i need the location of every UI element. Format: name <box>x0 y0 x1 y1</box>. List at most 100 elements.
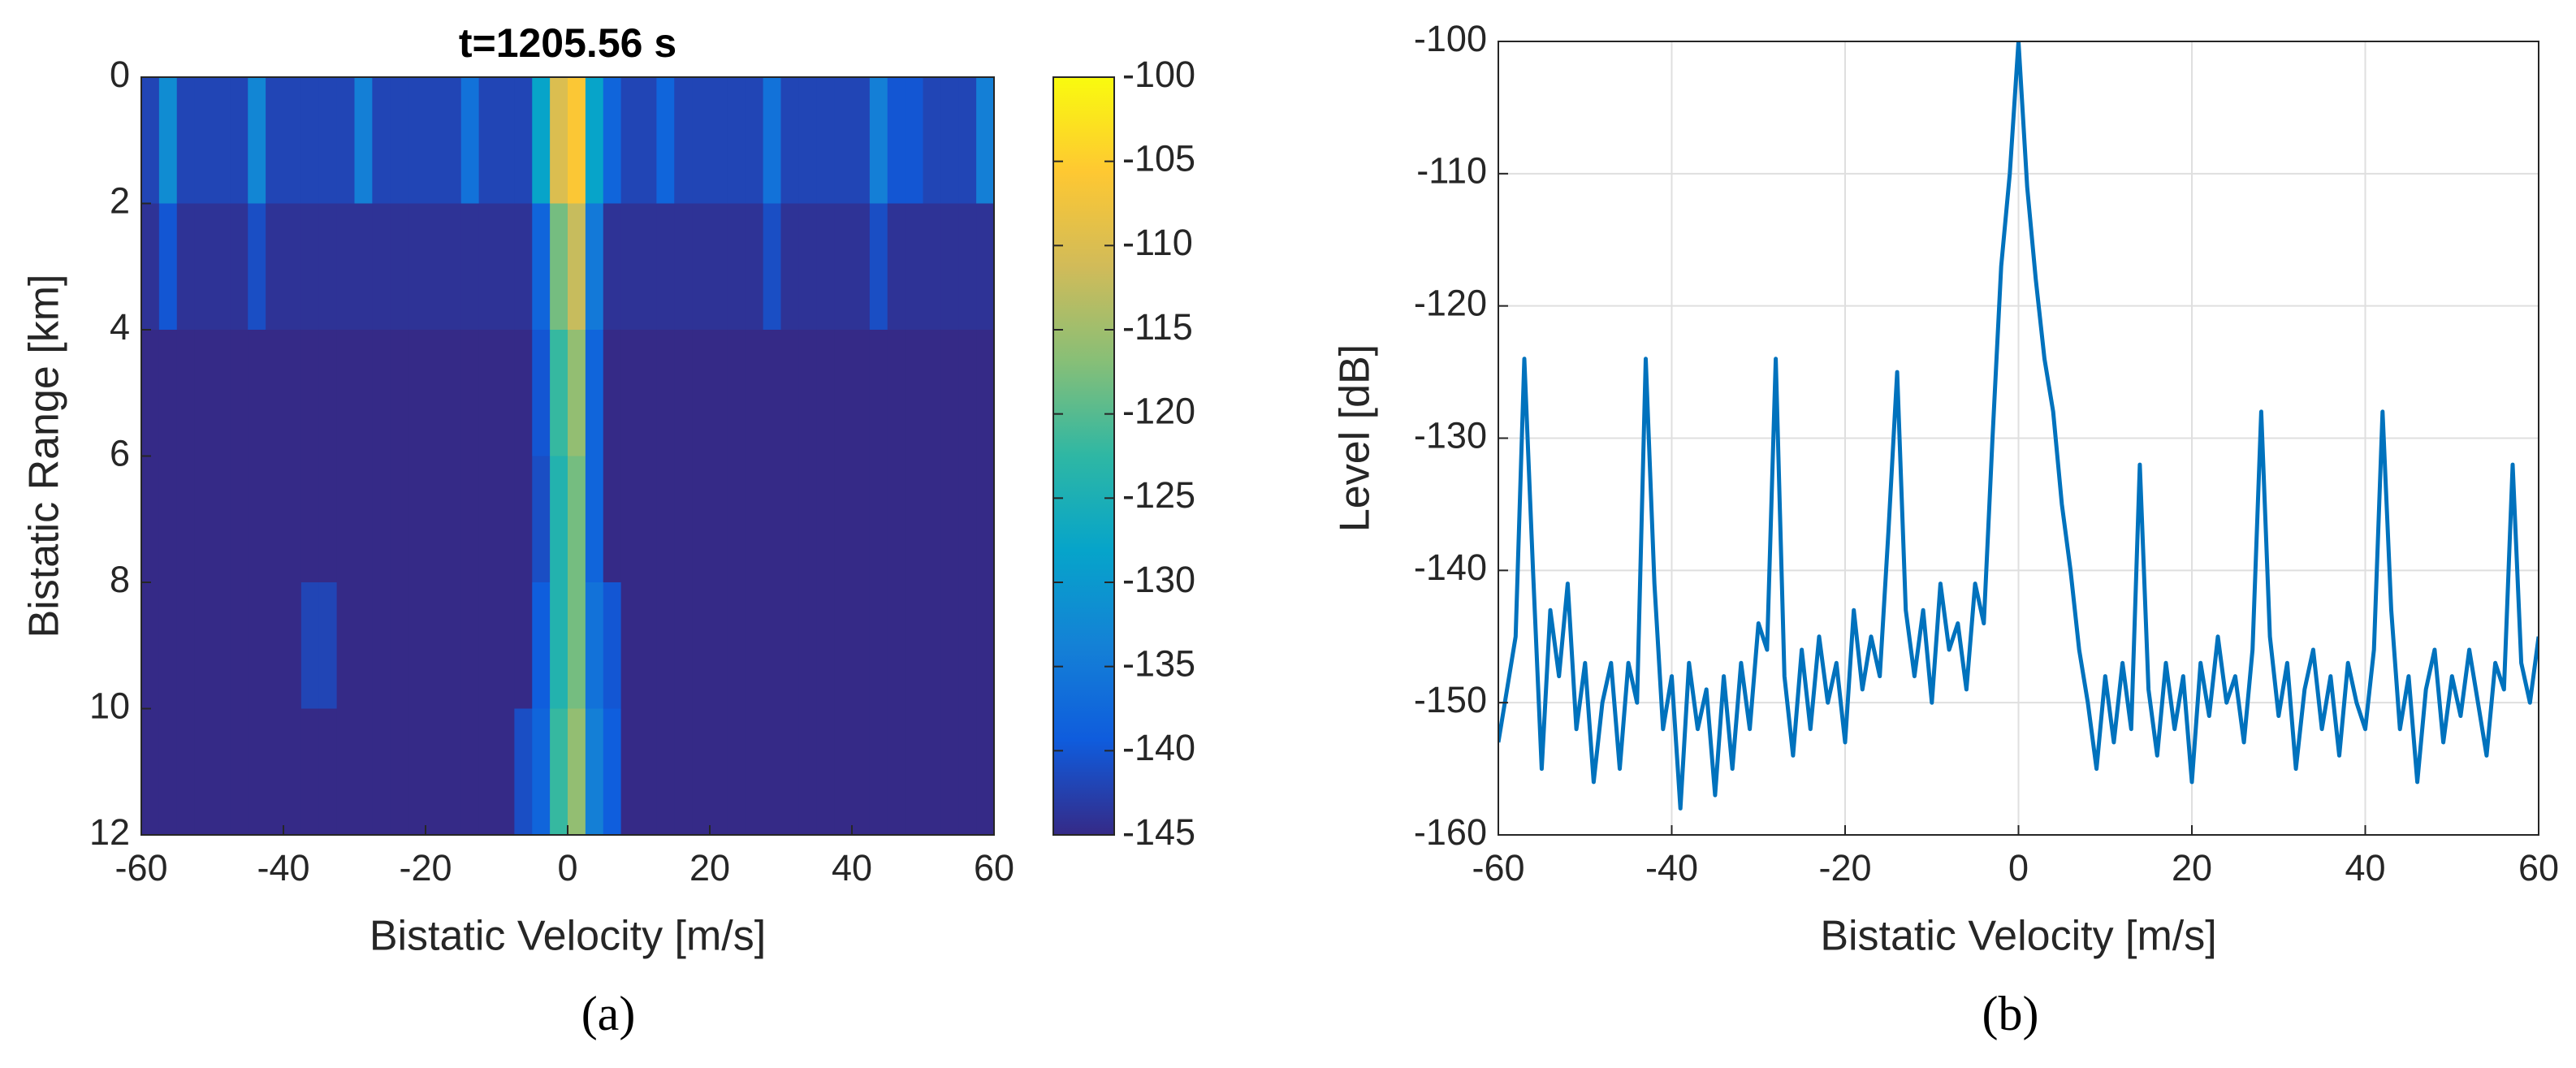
heatmap-cell <box>176 708 196 836</box>
heatmap-cell <box>585 203 604 331</box>
heatmap-cell <box>656 77 675 204</box>
colorbar-tick-label: -110 <box>1122 222 1193 263</box>
heatmap-cell <box>798 203 817 331</box>
heatmap-cell <box>869 330 888 456</box>
line-series <box>1498 41 2539 811</box>
heatmap-cell <box>780 708 799 836</box>
heatmap-cell <box>266 330 284 456</box>
y-tick-label: -130 <box>1414 414 1487 456</box>
heatmap-cell <box>852 77 871 204</box>
heatmap-cell <box>248 708 266 836</box>
y-tick-label: 0 <box>110 54 130 95</box>
heatmap-cell <box>176 456 196 583</box>
y-tick-label: -160 <box>1414 811 1487 853</box>
heatmap-cell <box>603 582 622 709</box>
heatmap-cell <box>692 456 711 583</box>
heatmap-cell <box>834 77 853 204</box>
heatmap-cell <box>158 456 178 583</box>
heatmap-cell <box>869 708 888 836</box>
heatmap-cell <box>958 77 977 204</box>
heatmap-cell <box>283 203 302 331</box>
heatmap-cell <box>780 203 799 331</box>
heatmap-cell <box>816 330 835 456</box>
heatmap-cell <box>266 582 284 709</box>
heatmap-cell <box>300 582 320 709</box>
heatmap-cell <box>585 330 604 456</box>
heatmap-cell <box>887 708 906 836</box>
heatmap-cell <box>354 203 373 331</box>
heatmap-cell <box>390 582 408 709</box>
heatmap-cell <box>958 456 977 583</box>
heatmap-cell <box>283 582 302 709</box>
heatmap-cell <box>372 708 391 836</box>
heatmap-cell <box>354 456 373 583</box>
heatmap-cell <box>336 708 355 836</box>
x-tick-label: 20 <box>2172 847 2212 889</box>
heatmap-cell <box>923 203 941 331</box>
heatmap-cell <box>710 330 728 456</box>
heatmap-cell <box>176 330 196 456</box>
heatmap-cell <box>780 77 799 204</box>
heatmap-cell <box>568 330 586 456</box>
y-tick-label: 10 <box>89 685 130 726</box>
heatmap-cell <box>443 77 462 204</box>
x-tick-label: -60 <box>1472 847 1524 889</box>
heatmap-cell <box>976 203 995 331</box>
heatmap-cell <box>300 77 320 204</box>
heatmap-cell <box>372 330 391 456</box>
heatmap-cell <box>674 203 693 331</box>
heatmap-cell <box>976 708 995 836</box>
heatmap-cell <box>141 456 160 583</box>
heatmap-cell <box>905 77 923 204</box>
heatmap-cell <box>336 77 355 204</box>
heatmap-cell <box>514 708 533 836</box>
x-axis-label: Bistatic Velocity [m/s] <box>370 913 766 960</box>
heatmap-cell <box>390 708 408 836</box>
y-tick-label: -140 <box>1414 547 1487 588</box>
heatmap-cell <box>923 582 941 709</box>
y-axis-label: Bistatic Range [km] <box>21 275 68 638</box>
colorbar-tick-label: -140 <box>1122 727 1195 768</box>
heatmap-cell <box>638 582 657 709</box>
heatmap-cell <box>834 708 853 836</box>
heatmap-cell <box>248 330 266 456</box>
heatmap-cell <box>816 582 835 709</box>
heatmap-cell <box>176 582 196 709</box>
heatmap-cell <box>230 456 249 583</box>
heatmap-cell <box>176 203 196 331</box>
heatmap-cell <box>390 77 408 204</box>
heatmap-cell <box>710 456 728 583</box>
heatmap-cell <box>426 708 444 836</box>
heatmap-cell <box>443 708 462 836</box>
heatmap-cell <box>585 77 604 204</box>
heatmap-cell <box>460 330 480 456</box>
heatmap-cell <box>763 708 781 836</box>
x-tick-label: -40 <box>257 847 309 889</box>
heatmap-cell <box>194 203 213 331</box>
heatmap-cell <box>816 456 835 583</box>
heatmap-cell <box>798 582 817 709</box>
heatmap-cell <box>372 456 391 583</box>
heatmap-cell <box>656 330 675 456</box>
heatmap-cell <box>905 203 923 331</box>
heatmap-cell <box>194 456 213 583</box>
y-tick-label: -110 <box>1416 150 1487 192</box>
heatmap-cell <box>194 330 213 456</box>
heatmap-cell <box>674 330 693 456</box>
heatmap-cell <box>496 203 515 331</box>
heatmap-cell <box>408 203 426 331</box>
heatmap-cell <box>763 77 781 204</box>
y-tick-label: -100 <box>1414 18 1487 59</box>
y-tick-label: -120 <box>1414 283 1487 324</box>
heatmap-cell <box>727 582 746 709</box>
heatmap-cell <box>514 330 533 456</box>
heatmap-cell <box>460 77 480 204</box>
heatmap-cell <box>390 456 408 583</box>
heatmap-cell <box>745 456 764 583</box>
heatmap-cell <box>478 203 497 331</box>
heatmap-cell <box>620 708 639 836</box>
heatmap-cell <box>923 77 941 204</box>
heatmap-cell <box>283 456 302 583</box>
heatmap-cell <box>550 203 568 331</box>
heatmap-cell <box>958 330 977 456</box>
